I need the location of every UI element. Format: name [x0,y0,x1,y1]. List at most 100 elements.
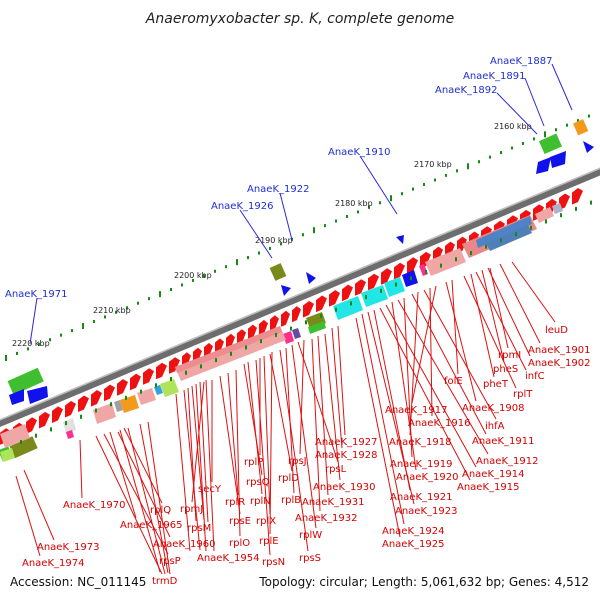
kbp-label-2170: 2170 kbp [414,160,452,169]
red-leaders [15,261,556,575]
leader-line [79,439,83,499]
gene-label-rpsM: rpsM [187,523,211,534]
inner-tick [425,269,427,274]
leader-line [255,359,271,556]
scale-dot [445,173,447,177]
inner-tick [410,276,412,281]
inner-scale-ticks [20,200,592,444]
scale-dot [82,323,84,330]
leader-line [119,429,161,573]
inner-tick [230,351,232,356]
gene-label-rplO: rplO [229,538,250,549]
forward-gene-arrow [39,411,50,429]
gene-label-AnaeK_1928: AnaeK_1928 [315,450,377,461]
scale-dot [170,288,172,292]
scale-dot [93,319,95,323]
gene-label-AnaeK_1973: AnaeK_1973 [37,542,99,553]
gene-label-AnaeK_1974: AnaeK_1974 [22,558,84,569]
scale-dot [566,123,568,127]
inner-tick [155,383,157,388]
gene-label-AnaeK_1921: AnaeK_1921 [390,492,452,503]
scale-dot [137,301,139,305]
leader-line [481,269,505,363]
leader-line [205,379,215,552]
scale-dot [313,227,315,234]
inner-tick [65,421,67,426]
scale-dot [27,347,29,351]
scale-dot [456,169,458,173]
gene-label-AnaeK_1891: AnaeK_1891 [463,71,525,82]
gene-label-pheT: pheT [483,379,509,390]
gene-label-AnaeK_1922: AnaeK_1922 [247,184,309,195]
leader-line [109,431,137,519]
leader-line [311,338,321,512]
gene-label-AnaeK_1970: AnaeK_1970 [63,500,125,511]
leader-line [317,335,329,496]
inner-tick [575,206,577,211]
gene-label-AnaeK_1932: AnaeK_1932 [295,513,357,524]
genome-backbone [0,168,600,428]
scale-dot [577,119,579,123]
inner-tick [470,251,472,255]
leader-line [391,301,417,471]
forward-gene-arrow [78,395,89,412]
leader-line [247,361,263,495]
leader-line [95,435,163,575]
leader-line [195,383,207,552]
gene-label-rplD: rplD [278,473,299,484]
gene-label-AnaeK_1919: AnaeK_1919 [390,459,452,470]
scale-dot [280,242,282,246]
inner-tick [80,414,82,419]
inner-tick [395,282,397,287]
gene-label-AnaeK_1908: AnaeK_1908 [462,403,524,414]
leader-line [191,385,205,521]
forward-gene-arrow [368,273,379,291]
forward-gene-arrow [65,401,76,418]
leader-line [487,267,531,357]
inner-tick [95,408,97,413]
leader-line [263,355,271,515]
forward-gene-arrow [316,295,327,313]
forward-gene-arrow [104,384,115,402]
gene-label-AnaeK_1925: AnaeK_1925 [382,539,444,550]
scale-dot [71,329,73,333]
leader-line [470,273,495,378]
inner-tick [320,314,322,318]
gene-label-rplW: rplW [299,530,322,541]
scale-dot [302,233,304,237]
inner-tick [185,370,187,375]
gene-label-rplN: rplN [250,496,271,507]
inner-tick [110,402,112,407]
gene-label-folE: folE [444,376,463,387]
inner-tick [380,288,382,293]
accession-text: Accession: NC_011145 [10,575,146,589]
scale-dot [49,338,51,342]
inner-tick [290,326,292,331]
gene-label-AnaeK_1910: AnaeK_1910 [328,147,390,158]
scale-dot [126,306,128,310]
inner-tick [200,364,202,369]
inner-tick [560,213,562,218]
inner-tick [305,320,307,325]
inner-tick [260,339,262,344]
gene-label-rplR: rplR [225,497,245,508]
scale-dot [225,265,227,269]
gene-label-trmD: trmD [152,576,178,587]
scale-dot [214,269,216,273]
gene-label-AnaeK_1915: AnaeK_1915 [457,482,519,493]
forward-gene-arrow [130,373,141,391]
leader-line [337,325,346,436]
forward-gene-arrow [394,262,405,280]
forward-gene-arrow [381,268,392,285]
scale-dot [555,128,557,132]
leader-line [511,261,556,323]
scale-dot [269,246,271,250]
scale-dot [478,160,480,164]
scale-dot [181,283,183,287]
inner-tick [50,427,52,432]
leader-line [235,369,241,537]
forward-gene-arrow [117,379,128,396]
inner-tick [515,232,517,237]
kbp-label-2190: 2190 kbp [255,236,293,245]
